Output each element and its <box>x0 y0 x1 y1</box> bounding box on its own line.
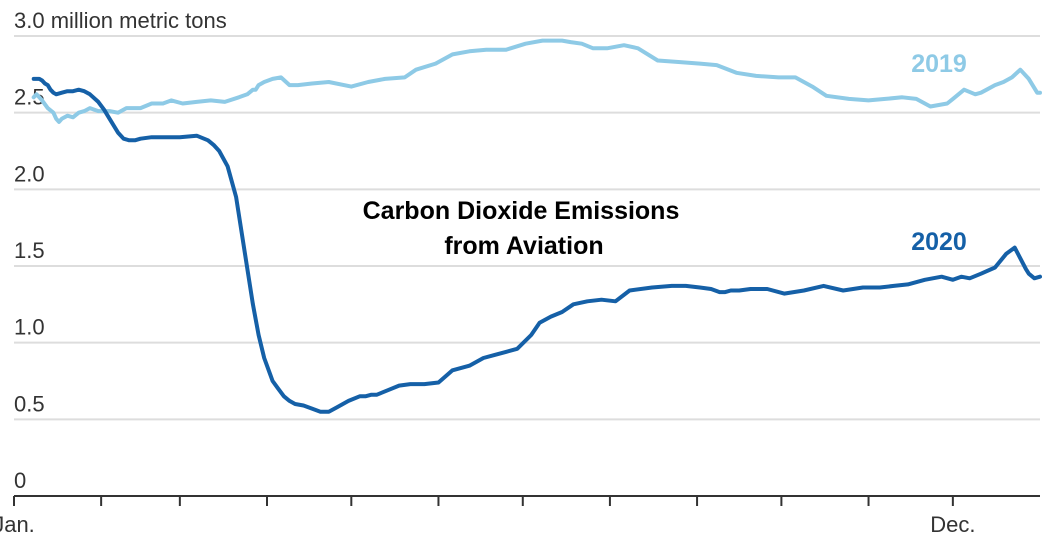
y-tick-label-0: 3.0 million metric tons <box>14 8 227 33</box>
series-line-2020 <box>31 76 1042 414</box>
y-tick-label-3: 1.5 <box>14 238 45 263</box>
x-axis: Jan. Dec. <box>0 495 1040 537</box>
y-tick-label-2: 2.0 <box>14 161 45 186</box>
y-tick-label-4: 1.0 <box>14 315 45 340</box>
gridlines <box>14 35 1040 421</box>
y-tick-label-6: 0 <box>14 468 26 493</box>
y-tick-label-5: 0.5 <box>14 391 45 416</box>
x-tick-label-11: Dec. <box>930 512 975 537</box>
chart-title-line-1: Carbon Dioxide Emissions <box>363 197 680 225</box>
series-label-2019: 2019 <box>911 50 967 78</box>
series-line-2019 <box>31 38 1042 124</box>
chart-title-line-2: from Aviation <box>444 232 603 260</box>
series-label-2020: 2020 <box>911 228 967 256</box>
series-lines <box>31 38 1042 414</box>
x-tick-label-0: Jan. <box>0 512 35 537</box>
